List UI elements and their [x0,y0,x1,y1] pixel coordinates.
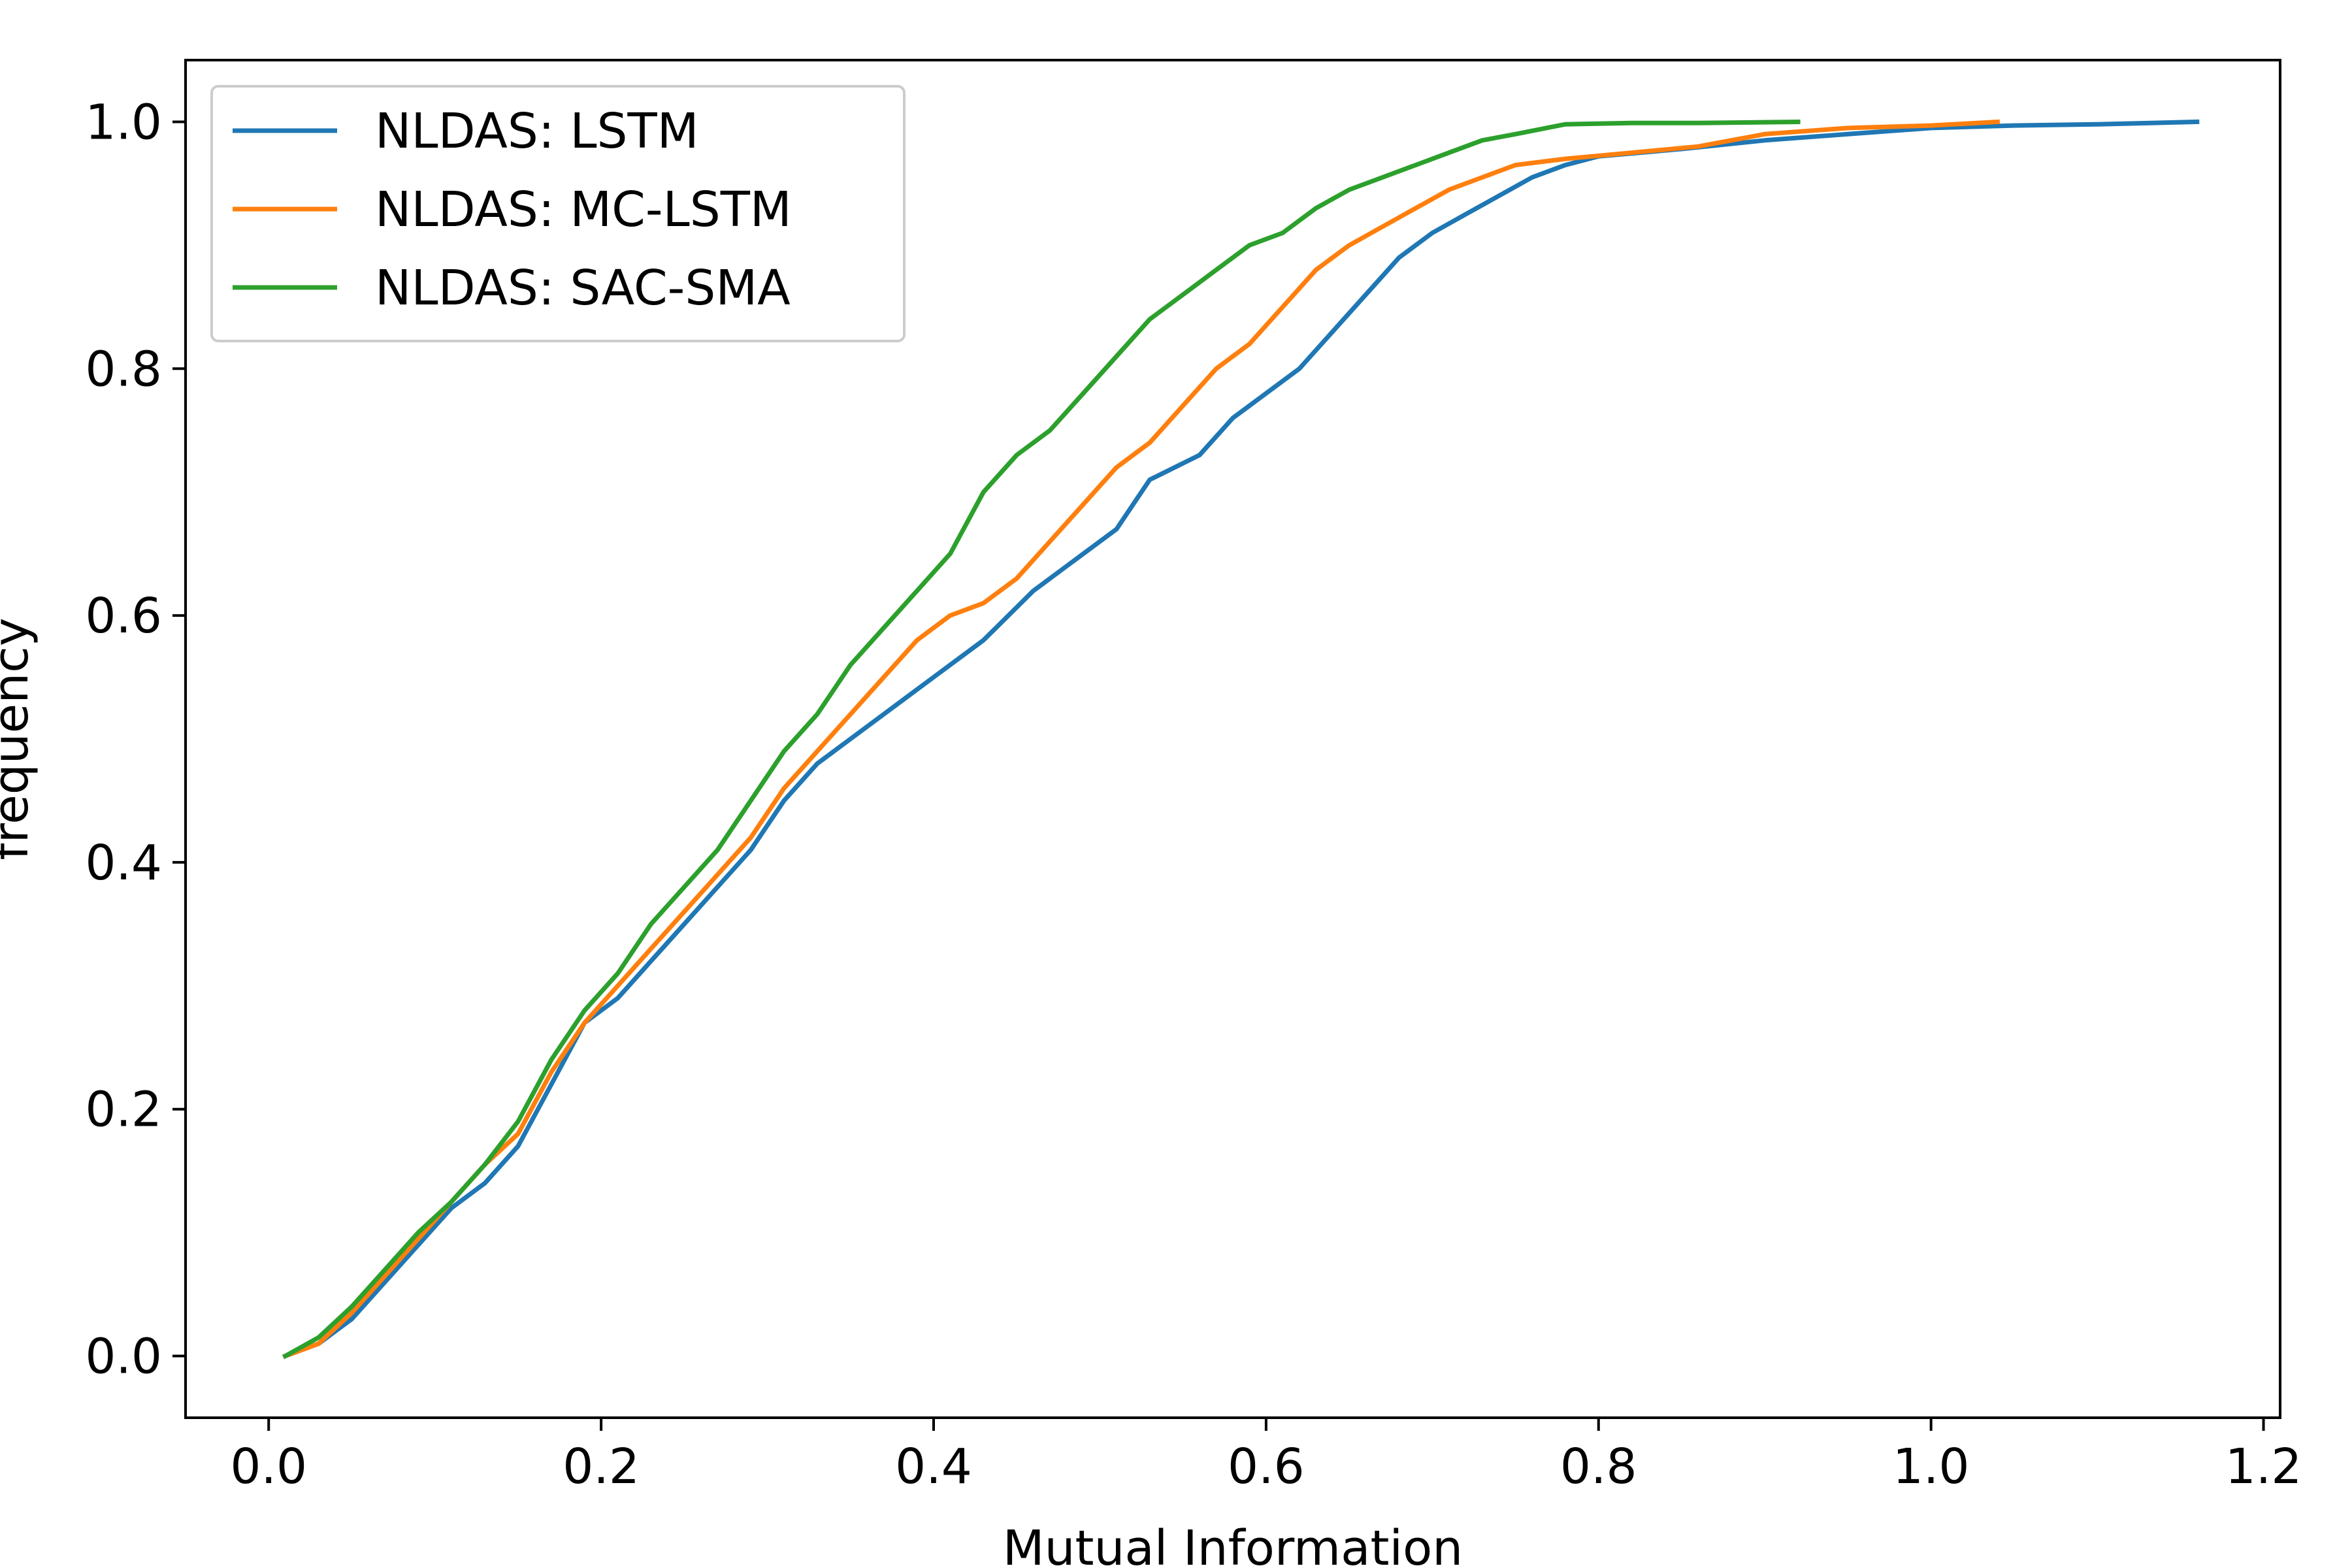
x-tick-label: 0.6 [1228,1439,1305,1495]
y-axis-label: frequency [0,617,39,860]
y-tick-label: 0.2 [85,1082,162,1138]
series-lines [282,119,2200,1360]
series-line-nldas-sac-sma [282,119,1801,1360]
y-tick-label: 0.0 [85,1329,162,1385]
y-tick-label: 0.8 [85,341,162,397]
y-tick-label: 0.6 [85,588,162,644]
x-axis-label: Mutual Information [1003,1520,1463,1568]
x-tick-label: 1.0 [1893,1439,1970,1495]
x-tick-label: 0.8 [1560,1439,1637,1495]
x-tick-label: 0.4 [895,1439,972,1495]
legend-entry: NLDAS: MC-LSTM [233,182,792,238]
legend: NLDAS: LSTM NLDAS: MC-LSTM NLDAS: SAC-SMA [210,85,906,342]
y-tick-label: 0.4 [85,835,162,891]
x-tick-label: 0.0 [230,1439,307,1495]
series-line-nldas-lstm [282,119,2200,1359]
legend-box [210,85,906,342]
legend-label: NLDAS: LSTM [375,103,699,159]
legend-label: NLDAS: MC-LSTM [375,182,792,238]
legend-label: NLDAS: SAC-SMA [375,260,791,316]
legend-entry: NLDAS: SAC-SMA [233,260,791,316]
y-tick-label: 1.0 [85,94,162,150]
legend-entry: NLDAS: LSTM [233,103,699,159]
plot-area: 0.0 0.2 0.4 0.6 0.8 1.0 1.2 0.0 0.2 0.4 0.6 0.8 1.0 M… [0,59,2302,1568]
x-tick-label: 0.2 [563,1439,640,1495]
x-tick-label: 1.2 [2225,1439,2302,1495]
series-line-nldas-mc-lstm [282,119,2001,1359]
axes-frame [184,59,2281,1419]
